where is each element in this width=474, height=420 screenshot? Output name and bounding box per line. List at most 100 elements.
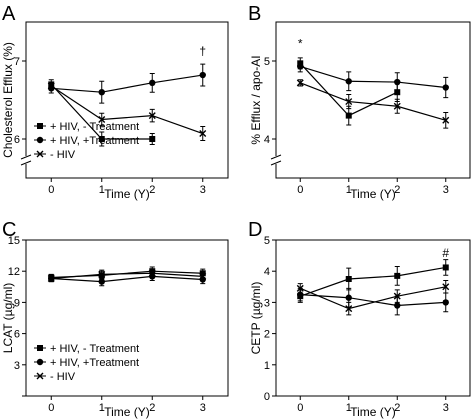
x-tick-label: 3: [200, 402, 206, 414]
x-tick-label: 3: [443, 402, 449, 414]
data-point: [98, 116, 106, 123]
data-point: [98, 270, 106, 278]
y-tick-label: 6: [14, 134, 20, 146]
x-tick-label: 2: [149, 184, 155, 196]
legend-label: - HIV: [50, 149, 76, 161]
y-tick-label: 4: [264, 134, 270, 146]
series-x: [296, 79, 450, 129]
data-point: [47, 274, 55, 282]
y-tick-label: 3: [264, 297, 270, 309]
significance-mark: †: [199, 44, 206, 58]
x-tick-label: 1: [346, 184, 352, 196]
y-tick-label: 12: [8, 266, 20, 278]
data-point: [393, 102, 401, 110]
data-point: [394, 89, 401, 96]
data-point: [345, 276, 352, 282]
y-tick-label: 9: [14, 297, 20, 309]
x-tick-label: 3: [443, 184, 449, 196]
data-point: [394, 78, 401, 86]
legend-marker: [37, 123, 43, 129]
legend-label: + HIV, - Treatment: [50, 343, 139, 355]
data-point: [199, 130, 207, 138]
data-point: [345, 98, 353, 106]
data-point: [442, 264, 449, 271]
legend-marker: [37, 345, 43, 351]
series-line: [300, 266, 446, 297]
data-point: [297, 63, 304, 70]
x-tick-label: 3: [200, 184, 206, 196]
y-tick-label: 15: [8, 235, 20, 247]
panel-d: D 0 1 2 3 4 5 0 1 2 3 Time (Y) CETP (µg/ml) #: [248, 219, 471, 419]
series-line: [51, 272, 203, 280]
legend-label: + HIV, +Treatment: [50, 357, 139, 369]
data-point: [296, 284, 304, 292]
data-point: [98, 89, 105, 96]
panel-letter: D: [248, 219, 262, 241]
x-axis-label: Time (Y): [350, 187, 396, 201]
data-point: [442, 116, 450, 124]
x-tick-label: 0: [48, 184, 54, 196]
x-axis-label: Time (Y): [350, 405, 396, 419]
series-line: [300, 65, 446, 89]
data-point: [345, 305, 353, 313]
plot-frame: [275, 239, 471, 397]
x-tick-label: 2: [394, 184, 400, 196]
data-point: [149, 136, 156, 142]
legend-marker: [36, 136, 44, 144]
data-point: [442, 299, 449, 306]
significance-mark: #: [442, 246, 449, 260]
legend-marker: [36, 372, 44, 380]
series-line: [51, 275, 203, 283]
series-x: [47, 268, 207, 283]
y-axis-label: CETP (µg/ml): [249, 282, 263, 355]
y-tick-label: 2: [264, 329, 270, 341]
x-tick-label: 1: [99, 402, 105, 414]
panel-b: B 4 5 0 1 2 3 Time (Y) % Efflux / apo-AI *: [248, 3, 471, 201]
y-axis-label: % Efflux / apo-AI: [249, 55, 263, 144]
series-line: [51, 74, 203, 93]
axis-break-gap: [22, 156, 30, 164]
y-axis-label: LCAT (µg/ml): [1, 283, 15, 353]
data-point: [442, 84, 449, 91]
data-point: [199, 71, 206, 79]
legend-marker: [36, 358, 44, 366]
axis-break-mark: [270, 154, 282, 166]
legend-label: + HIV, +Treatment: [50, 135, 139, 147]
y-tick-label: 5: [264, 56, 270, 68]
data-point: [345, 112, 352, 119]
data-point: [345, 78, 352, 85]
data-point: [199, 272, 207, 280]
y-axis-label: Cholesterol Efflux (%): [1, 42, 15, 158]
series-line: [50, 85, 203, 135]
data-point: [98, 278, 105, 285]
x-tick-label: 1: [346, 402, 352, 414]
data-point: [148, 269, 156, 277]
series-x: [296, 280, 450, 316]
legend-label: + HIV, - Treatment: [50, 121, 139, 133]
series-line: [300, 294, 446, 307]
panel-letter: A: [2, 3, 16, 25]
series-line: [300, 82, 446, 121]
panel-letter: B: [248, 3, 261, 25]
data-point: [47, 82, 55, 90]
data-point: [149, 79, 156, 87]
y-tick-label: 6: [14, 329, 20, 341]
significance-mark: *: [298, 37, 303, 51]
x-tick-label: 0: [297, 402, 303, 414]
plot-frame: [25, 239, 229, 397]
x-axis-label: Time (Y): [104, 405, 150, 419]
series-x: [47, 81, 207, 142]
data-point: [296, 79, 304, 87]
data-point: [394, 272, 401, 279]
panel-a: A 6 7 0 1 2 3 Time (Y) Cholesterol Efflux (%) † + …: [1, 3, 229, 201]
legend: + HIV, - Treatment + HIV, +Treatment - HIV: [34, 343, 139, 383]
legend-marker: [36, 150, 44, 158]
data-point: [98, 136, 105, 142]
y-tick-label: 0: [264, 391, 270, 403]
y-tick-label: 5: [264, 235, 270, 247]
x-tick-label: 2: [149, 402, 155, 414]
series-line: [300, 286, 446, 310]
x-tick-label: 0: [48, 402, 54, 414]
axis-break-gap: [272, 156, 280, 164]
